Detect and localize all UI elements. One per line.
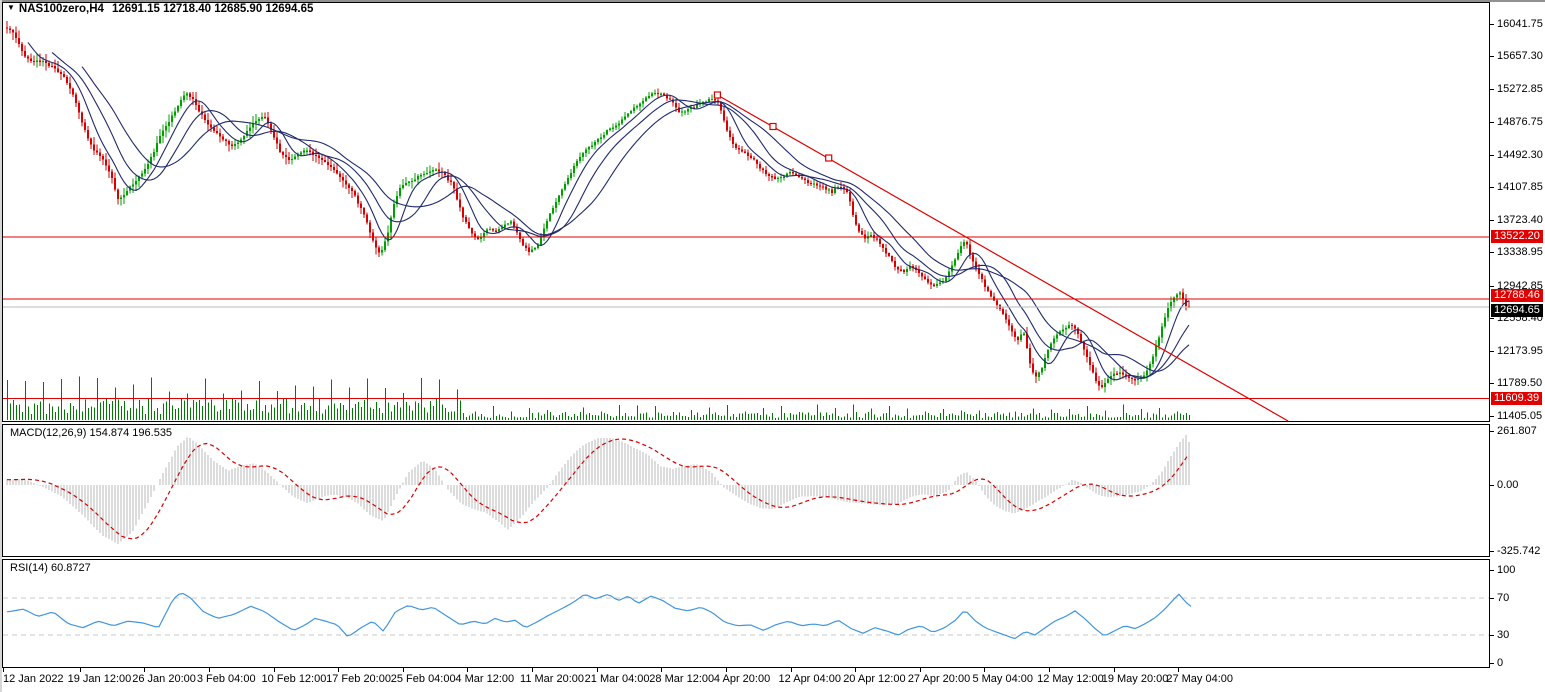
price-tick-12173.95: 12173.95 bbox=[1490, 344, 1543, 358]
time-tick-label: 4 Apr 20:00 bbox=[713, 673, 771, 685]
macd-tick-0.00: 0.00 bbox=[1490, 478, 1518, 492]
rsi-line bbox=[6, 592, 1192, 640]
time-tick-label: 12 Jan 2022 bbox=[3, 673, 64, 685]
time-tick-mark bbox=[402, 668, 404, 672]
time-tick-mark bbox=[661, 668, 663, 672]
rsi-indicator-panel[interactable]: RSI(14) 60.8727 bbox=[2, 559, 1490, 668]
macd-tick--325.742: -325.742 bbox=[1490, 544, 1540, 558]
time-tick-mark bbox=[338, 668, 340, 672]
window-left-edge bbox=[0, 0, 2, 692]
symbol-dropdown-icon[interactable]: ▼ bbox=[7, 3, 15, 12]
level-price-label-11609.39: 11609.39 bbox=[1491, 392, 1543, 406]
time-tick-label: 19 May 20:00 bbox=[1101, 673, 1169, 685]
candles bbox=[6, 21, 1190, 393]
price-tick-16041.75: 16041.75 bbox=[1490, 17, 1543, 31]
price-tick-15657.30: 15657.30 bbox=[1490, 49, 1543, 63]
trendline-ray[interactable] bbox=[717, 94, 1289, 421]
time-tick-label: 11 Mar 20:00 bbox=[520, 673, 585, 685]
time-axis[interactable]: 12 Jan 2022 19 Jan 12:00 26 Jan 20:00 3 Feb… bbox=[2, 668, 1490, 692]
rsi-level-lines bbox=[3, 597, 1489, 636]
time-tick-label: 5 May 04:00 bbox=[972, 673, 1033, 685]
time-tick-label: 27 May 04:00 bbox=[1166, 673, 1233, 685]
price-chart-canvas[interactable] bbox=[3, 3, 1489, 421]
price-tick-13338.95: 13338.95 bbox=[1490, 245, 1543, 259]
macd-indicator-panel[interactable]: MACD(12,26,9) 154.874 196.535 bbox=[2, 424, 1490, 557]
symbol-period-label: NAS100zero,H4 bbox=[18, 3, 104, 15]
rsi-tick-0: 0 bbox=[1490, 656, 1503, 670]
time-tick-mark bbox=[273, 668, 275, 672]
trendline-handle[interactable] bbox=[825, 154, 833, 162]
price-axis[interactable]: 16041.75 15657.30 15272.85 14876.75 14492.30… bbox=[1490, 0, 1545, 692]
price-tick-11789.50: 11789.50 bbox=[1490, 376, 1542, 390]
time-tick-mark bbox=[1049, 668, 1051, 672]
ohlc-quote-label: 12691.15 12718.40 12685.90 12694.65 bbox=[111, 3, 314, 15]
time-tick-mark bbox=[855, 668, 857, 672]
time-tick-label: 27 Apr 20:00 bbox=[907, 673, 971, 685]
price-tick-15272.85: 15272.85 bbox=[1490, 82, 1543, 96]
macd-signal-line bbox=[7, 438, 1188, 540]
macd-canvas[interactable] bbox=[3, 425, 1489, 556]
macd-tick-261.807: 261.807 bbox=[1490, 424, 1537, 438]
level-price-label-12788.46: 12788.46 bbox=[1491, 288, 1543, 302]
trendline-handle[interactable] bbox=[769, 122, 777, 131]
time-tick-mark bbox=[208, 668, 210, 672]
price-chart-panel[interactable] bbox=[2, 2, 1490, 422]
moving-average-lines bbox=[27, 42, 1190, 381]
time-tick-label: 19 Jan 12:00 bbox=[67, 673, 132, 685]
time-tick-label: 17 Feb 20:00 bbox=[326, 673, 391, 685]
time-tick-mark bbox=[467, 668, 469, 672]
time-tick-label: 21 Mar 04:00 bbox=[584, 673, 650, 685]
rsi-label: RSI(14) 60.8727 bbox=[10, 562, 91, 574]
time-tick-label: 25 Feb 04:00 bbox=[390, 673, 456, 685]
time-tick-mark bbox=[1178, 668, 1180, 672]
time-tick-label: 10 Feb 12:00 bbox=[261, 673, 327, 685]
time-tick-label: 20 Apr 12:00 bbox=[843, 673, 906, 685]
rsi-tick-70: 70 bbox=[1490, 591, 1509, 605]
current-price-label: 12694.65 bbox=[1491, 303, 1543, 317]
time-tick-mark bbox=[79, 668, 81, 672]
time-tick-mark bbox=[984, 668, 986, 672]
time-tick-mark bbox=[919, 668, 921, 672]
time-tick-mark bbox=[596, 668, 598, 672]
price-tick-14107.85: 14107.85 bbox=[1490, 180, 1543, 194]
time-tick-mark bbox=[144, 668, 146, 672]
price-tick-12942.85: 12942.85 bbox=[1490, 279, 1543, 293]
macd-histogram bbox=[6, 435, 1190, 544]
price-tick-13723.40: 13723.40 bbox=[1490, 213, 1543, 227]
chart-title: ▼ NAS100zero,H4 12691.15 12718.40 12685.90… bbox=[7, 3, 313, 15]
time-tick-mark bbox=[532, 668, 534, 672]
time-tick-label: 4 Mar 12:00 bbox=[455, 673, 515, 685]
level-price-label-13522.20: 13522.20 bbox=[1491, 230, 1543, 244]
rsi-tick-100: 100 bbox=[1490, 563, 1515, 577]
time-tick-mark bbox=[1113, 668, 1115, 672]
time-tick-mark bbox=[3, 668, 4, 672]
trendline-handle[interactable] bbox=[713, 91, 722, 99]
price-tick-14492.30: 14492.30 bbox=[1490, 148, 1543, 162]
macd-label: MACD(12,26,9) 154.874 196.535 bbox=[10, 427, 173, 439]
time-tick-mark bbox=[725, 668, 727, 672]
time-tick-label: 12 May 12:00 bbox=[1037, 673, 1104, 685]
horizontal-level-lines[interactable] bbox=[3, 236, 1489, 400]
price-tick-14876.75: 14876.75 bbox=[1490, 115, 1543, 129]
rsi-tick-30: 30 bbox=[1490, 628, 1509, 642]
time-tick-label: 12 Apr 04:00 bbox=[778, 673, 841, 685]
trendline[interactable] bbox=[713, 91, 1289, 421]
time-tick-mark bbox=[790, 668, 792, 672]
price-tick-11405.05: 11405.05 bbox=[1490, 409, 1542, 423]
window-top-edge bbox=[0, 0, 1545, 2]
time-tick-label: 3 Feb 04:00 bbox=[196, 673, 256, 685]
rsi-canvas[interactable] bbox=[3, 560, 1489, 667]
time-tick-label: 26 Jan 20:00 bbox=[132, 673, 196, 685]
time-tick-label: 28 Mar 12:00 bbox=[649, 673, 715, 685]
